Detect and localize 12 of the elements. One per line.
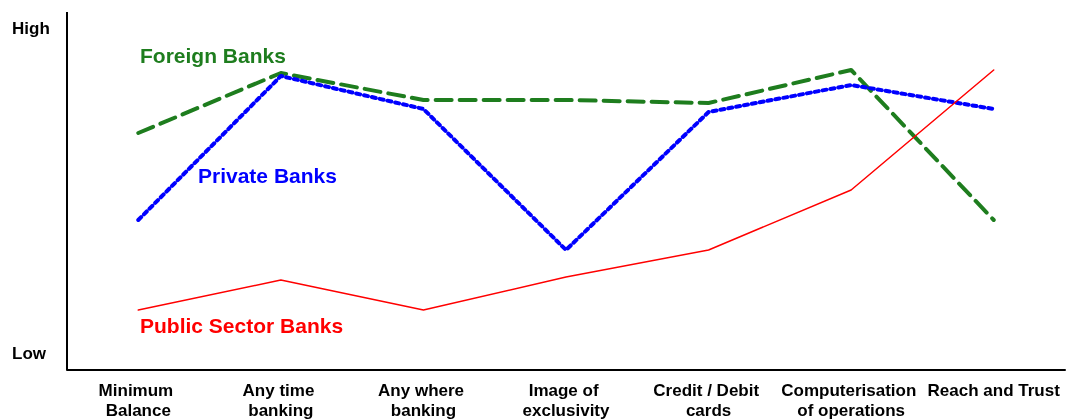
text: Low [12,344,47,363]
x-tick-label: Credit / Debit cards [653,380,764,420]
x-tick-label: Image of exclusivity [522,380,611,420]
series-label: Private Banks [198,164,337,187]
series-label: Foreign Banks [140,44,286,67]
x-tick-label: Any where banking [378,380,469,420]
series-label: Public Sector Banks [140,314,344,337]
x-tick-label: Computerisation of operations [781,380,922,420]
text: High [12,19,50,38]
x-tick-label: Any time banking [242,380,320,420]
x-tick-label: Reach and Trust [927,380,1061,400]
x-tick-label: Minimum Balance [98,380,178,420]
